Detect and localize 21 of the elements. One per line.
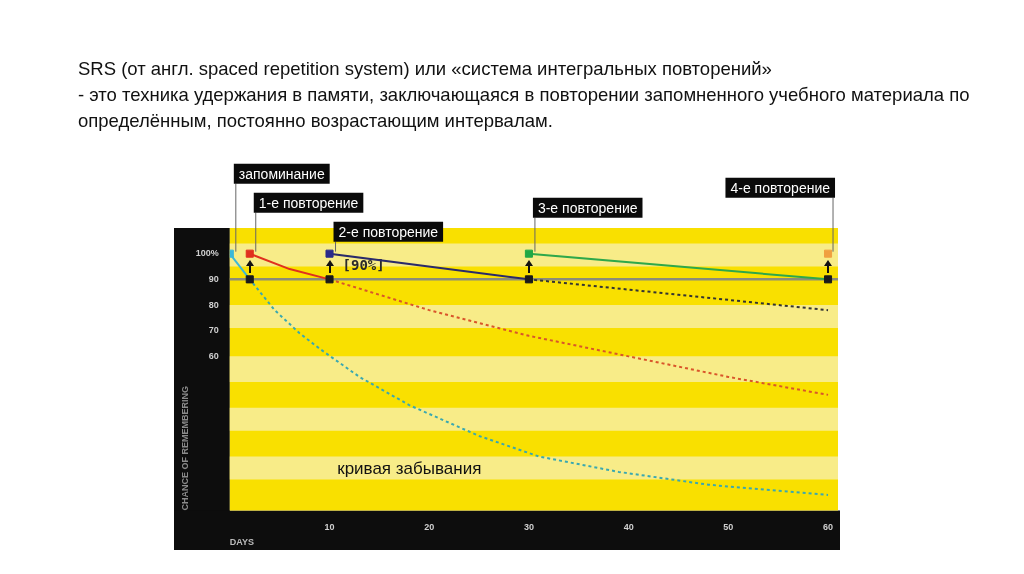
y-tick-label: 70 (208, 325, 219, 336)
chart-subtitle: - это техника удержания в памяти, заключающаяся в повторении запомненного учебного материала по определённым, постоянно возрастающим интервалам. (78, 83, 971, 133)
y-tick-label: 90 (208, 273, 219, 284)
series-label: кривая забывания (337, 458, 482, 478)
x-tick-label: 40 (623, 522, 634, 533)
annotation: 4-е повторение (730, 179, 831, 196)
x-tick-label: 30 (523, 522, 534, 533)
chart-title: SRS (от англ. spaced repetition system) или «система интегральных повторений» (78, 57, 773, 81)
x-axis-title: DAYS (229, 537, 255, 548)
x-tick-label: 60 (823, 522, 834, 533)
y-tick-label: 100% (195, 248, 219, 259)
annotation: 2-е повторение (338, 223, 439, 240)
annotation: 3-е повторение (537, 199, 638, 216)
y-tick-label: 80 (208, 299, 219, 310)
x-tick-label: 10 (324, 522, 335, 533)
annotation: запоминание (238, 165, 325, 182)
x-tick-label: 50 (723, 522, 734, 533)
x-tick-label: 20 (424, 522, 435, 533)
annotation: 1-е повторение (258, 194, 359, 211)
y-tick-label: 60 (208, 350, 219, 361)
y-axis-title: CHANCE OF REMEMBERING (179, 385, 190, 511)
